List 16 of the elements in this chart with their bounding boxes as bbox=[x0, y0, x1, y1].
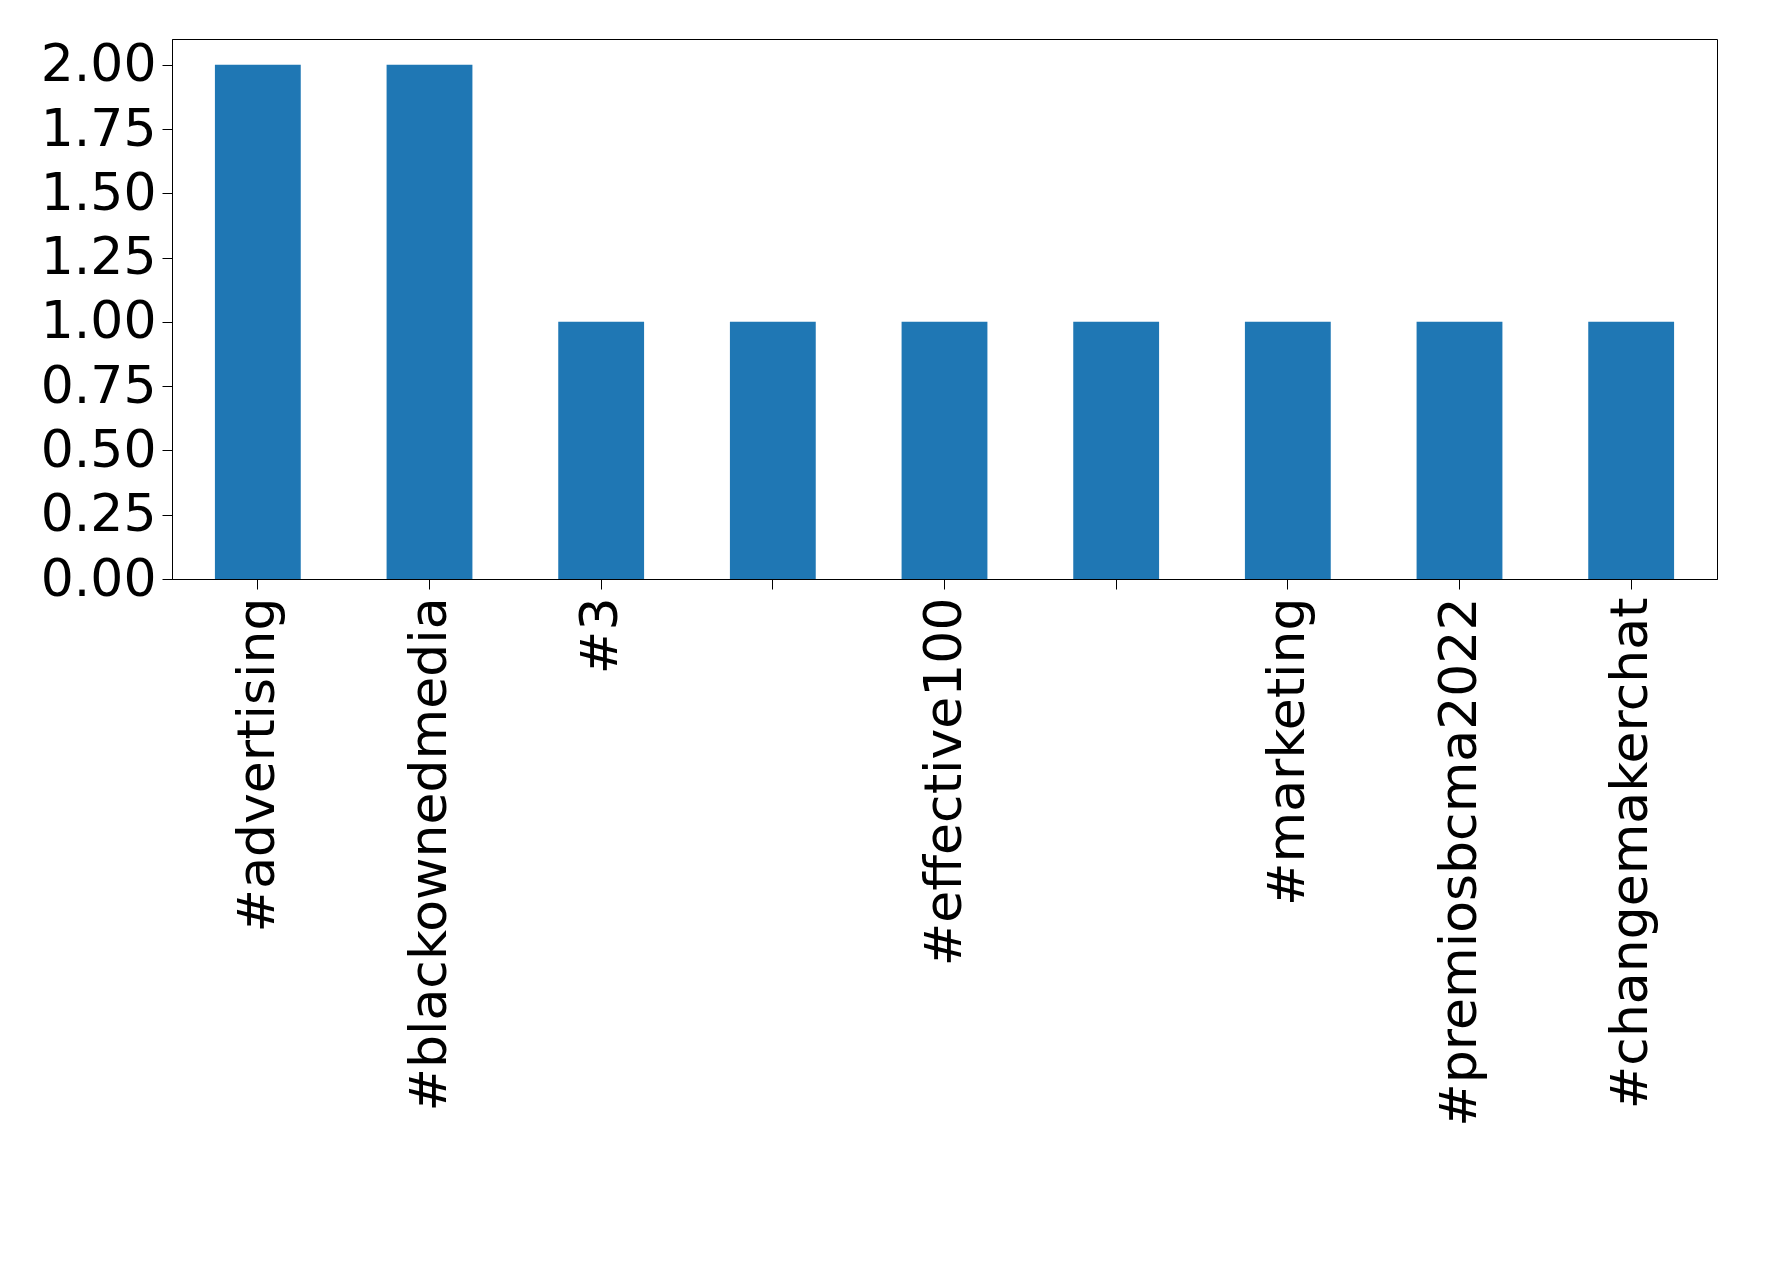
y-tick-label: 0.00 bbox=[40, 547, 157, 608]
y-tick-label: 1.25 bbox=[40, 226, 157, 287]
y-tick-label: 1.50 bbox=[40, 161, 157, 222]
x-tick-label: #effective100 bbox=[912, 597, 973, 967]
x-tick-label: #advertising bbox=[225, 597, 286, 933]
x-tick-label: #blackownedmedia bbox=[397, 597, 458, 1112]
x-tick-label: #premiosbcma2022 bbox=[1427, 597, 1488, 1127]
y-tick-label: 0.50 bbox=[40, 418, 157, 479]
x-tick-label: #changemakerchat bbox=[1599, 597, 1660, 1110]
y-tick-label: 0.75 bbox=[40, 354, 157, 415]
x-tick-label: #3 bbox=[569, 597, 630, 675]
y-tick-label: 1.75 bbox=[40, 97, 157, 158]
y-tick-label: 0.25 bbox=[40, 483, 157, 544]
y-tick-label: 2.00 bbox=[40, 33, 157, 94]
y-tick-label: 1.00 bbox=[40, 290, 157, 351]
x-tick-label: #marketing bbox=[1255, 597, 1316, 907]
